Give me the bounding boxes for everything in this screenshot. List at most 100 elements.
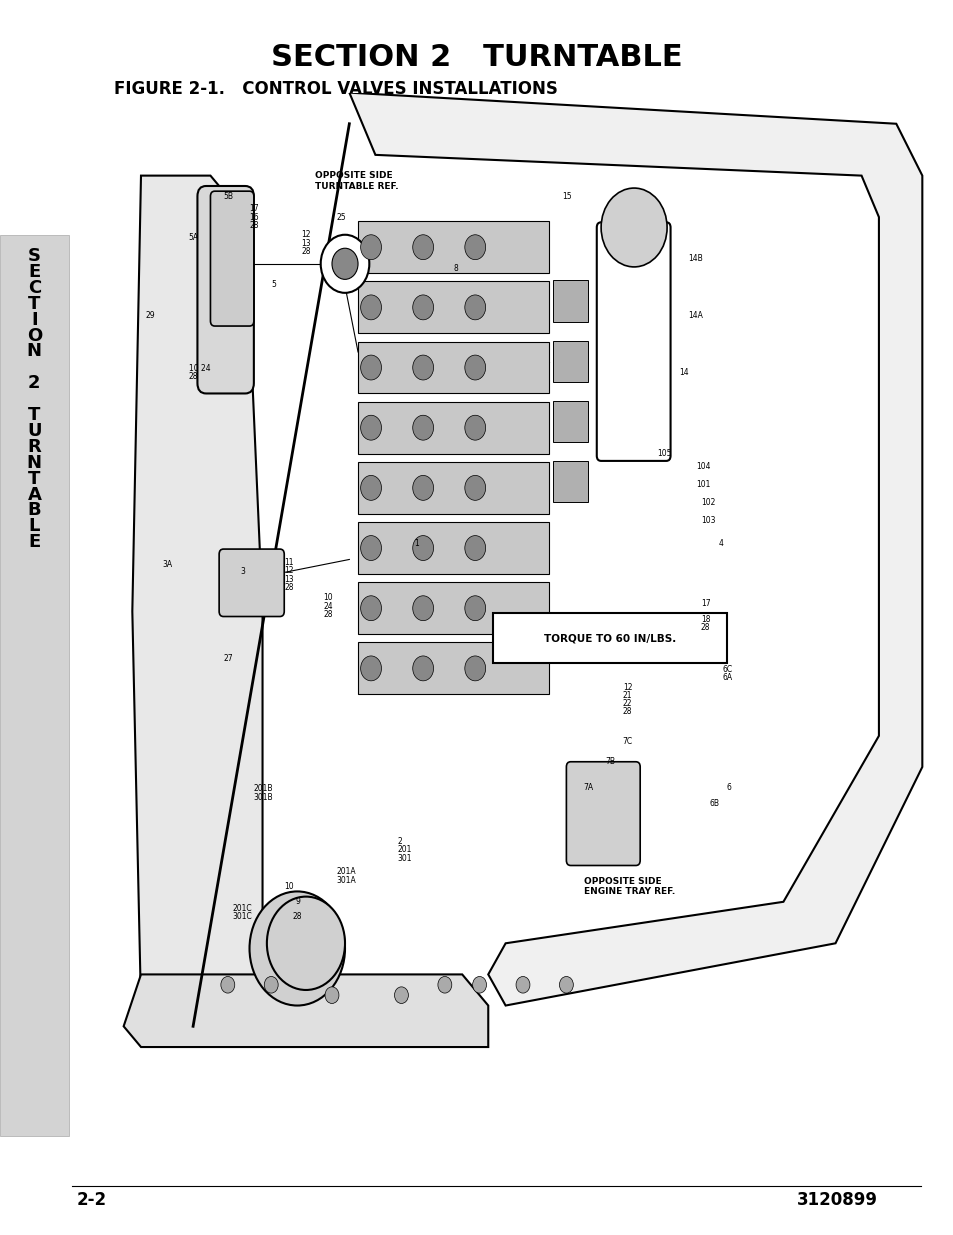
Circle shape	[472, 977, 486, 993]
Circle shape	[221, 977, 234, 993]
Text: TORQUE TO 60 IN/LBS.: TORQUE TO 60 IN/LBS.	[543, 634, 676, 643]
Text: 1: 1	[414, 540, 418, 548]
FancyBboxPatch shape	[492, 614, 726, 663]
Circle shape	[413, 595, 433, 621]
Text: S
E
C
T
I
O
N

2

T
U
R
N
T
A
B
L
E: S E C T I O N 2 T U R N T A B L E	[27, 247, 42, 551]
Circle shape	[360, 475, 381, 500]
Circle shape	[464, 536, 485, 561]
Text: 17: 17	[700, 599, 710, 608]
FancyBboxPatch shape	[0, 235, 69, 1136]
Text: 10
24
28: 10 24 28	[323, 593, 333, 619]
FancyBboxPatch shape	[357, 522, 549, 574]
Text: OPPOSITE SIDE
TURNTABLE REF.: OPPOSITE SIDE TURNTABLE REF.	[314, 172, 397, 190]
Circle shape	[413, 475, 433, 500]
Text: 12
13
28: 12 13 28	[301, 230, 311, 256]
FancyBboxPatch shape	[553, 461, 587, 503]
Text: 10 24
28: 10 24 28	[189, 364, 211, 382]
FancyBboxPatch shape	[357, 462, 549, 514]
Text: 3: 3	[240, 567, 246, 577]
Text: 3A: 3A	[163, 561, 172, 569]
Circle shape	[600, 188, 666, 267]
FancyBboxPatch shape	[357, 221, 549, 273]
Text: 201C
301C: 201C 301C	[232, 904, 252, 921]
Text: 7A: 7A	[583, 783, 594, 792]
Circle shape	[464, 475, 485, 500]
Circle shape	[413, 415, 433, 440]
Circle shape	[360, 656, 381, 680]
Text: 7B: 7B	[605, 757, 615, 766]
FancyBboxPatch shape	[553, 341, 587, 382]
Circle shape	[360, 595, 381, 621]
FancyBboxPatch shape	[211, 191, 253, 326]
Circle shape	[360, 235, 381, 259]
Text: 11
12
13
28: 11 12 13 28	[284, 558, 294, 592]
Text: 5B: 5B	[223, 191, 233, 201]
Text: 8: 8	[453, 264, 457, 273]
Text: 12
21
22
28: 12 21 22 28	[622, 683, 632, 716]
Text: 18
28: 18 28	[700, 615, 710, 632]
Circle shape	[325, 987, 338, 1004]
Text: 105: 105	[657, 450, 671, 458]
Text: 7C: 7C	[622, 736, 632, 746]
Circle shape	[437, 977, 452, 993]
Text: 4: 4	[718, 540, 722, 548]
FancyBboxPatch shape	[553, 280, 587, 322]
Polygon shape	[132, 175, 262, 1026]
Circle shape	[464, 415, 485, 440]
Text: 103: 103	[700, 515, 715, 525]
Text: 9: 9	[295, 898, 300, 906]
Text: 5A: 5A	[189, 233, 198, 242]
Text: 25: 25	[336, 212, 346, 221]
Text: 6: 6	[726, 783, 731, 792]
Text: 102: 102	[700, 498, 715, 506]
FancyBboxPatch shape	[357, 642, 549, 694]
FancyBboxPatch shape	[597, 222, 670, 461]
FancyBboxPatch shape	[219, 550, 284, 616]
Polygon shape	[124, 974, 488, 1047]
FancyBboxPatch shape	[357, 282, 549, 333]
Circle shape	[250, 892, 345, 1005]
Text: 2-2: 2-2	[76, 1192, 107, 1209]
Circle shape	[558, 977, 573, 993]
Text: 5: 5	[271, 280, 275, 289]
Text: 101: 101	[696, 480, 710, 489]
Text: 27: 27	[223, 653, 233, 662]
Text: OPPOSITE SIDE
ENGINE TRAY REF.: OPPOSITE SIDE ENGINE TRAY REF.	[583, 877, 675, 895]
Text: FIGURE 2-1.   CONTROL VALVES INSTALLATIONS: FIGURE 2-1. CONTROL VALVES INSTALLATIONS	[114, 80, 558, 99]
Circle shape	[395, 987, 408, 1004]
Circle shape	[264, 977, 278, 993]
Circle shape	[413, 295, 433, 320]
Circle shape	[413, 235, 433, 259]
Text: 104: 104	[696, 462, 710, 471]
Circle shape	[413, 356, 433, 380]
Circle shape	[332, 248, 357, 279]
FancyBboxPatch shape	[357, 401, 549, 453]
Text: 6B: 6B	[709, 799, 719, 808]
Circle shape	[464, 356, 485, 380]
Circle shape	[360, 415, 381, 440]
FancyBboxPatch shape	[357, 342, 549, 394]
Text: 14B: 14B	[687, 254, 702, 263]
Text: 10: 10	[284, 882, 294, 890]
Text: 28: 28	[293, 911, 302, 921]
FancyBboxPatch shape	[566, 762, 639, 866]
FancyBboxPatch shape	[197, 186, 253, 394]
Text: 3120899: 3120899	[796, 1192, 877, 1209]
Text: 15: 15	[561, 191, 571, 201]
Circle shape	[360, 536, 381, 561]
Text: 29: 29	[145, 311, 154, 320]
Circle shape	[320, 235, 369, 293]
Circle shape	[464, 235, 485, 259]
Circle shape	[360, 356, 381, 380]
Polygon shape	[349, 93, 922, 1005]
Circle shape	[271, 918, 323, 979]
Circle shape	[413, 536, 433, 561]
Circle shape	[464, 295, 485, 320]
Circle shape	[360, 295, 381, 320]
Circle shape	[464, 656, 485, 680]
Text: SECTION 2   TURNTABLE: SECTION 2 TURNTABLE	[271, 43, 682, 72]
Circle shape	[413, 656, 433, 680]
Text: 201A
301A: 201A 301A	[336, 867, 355, 884]
Text: 201B
301B: 201B 301B	[253, 784, 274, 802]
Text: 14A: 14A	[687, 311, 702, 320]
